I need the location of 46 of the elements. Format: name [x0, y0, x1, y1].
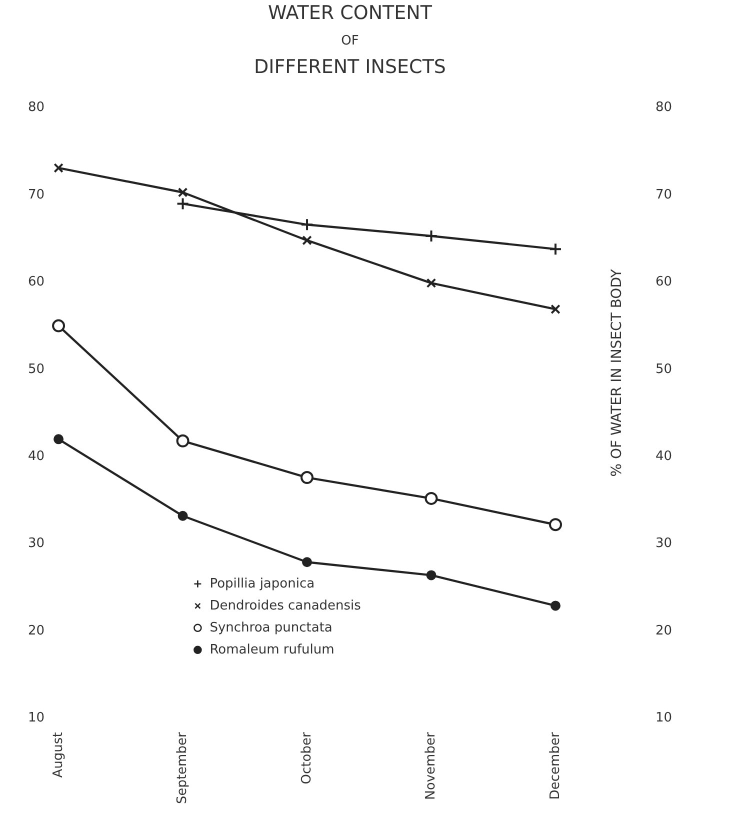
point [550, 304, 560, 314]
point [54, 434, 64, 444]
x-tick-label: August [50, 732, 66, 778]
legend-label: Dendroides canadensis [210, 598, 362, 614]
y-tick-label: 80 [28, 100, 45, 116]
legend-label: Synchroa punctata [210, 620, 332, 636]
y2-tick-label: 50 [656, 362, 672, 377]
y2-tick-label: 70 [656, 187, 672, 202]
point [178, 187, 188, 198]
y2-tick-label: 40 [656, 448, 672, 464]
x-tick-label: September [175, 732, 190, 804]
x-tick-label: December [548, 732, 563, 800]
point [424, 492, 438, 505]
point [54, 163, 64, 173]
point [424, 229, 438, 242]
point [550, 600, 560, 611]
point [302, 557, 312, 568]
point [52, 319, 66, 332]
y-tick-label: 70 [28, 187, 45, 202]
y2-tick-label: 20 [656, 623, 672, 638]
point [549, 518, 562, 532]
point [176, 434, 190, 448]
point [176, 197, 190, 210]
point [426, 278, 436, 288]
y-tick-label: 50 [28, 362, 45, 377]
y-tick-label: 30 [28, 536, 45, 552]
y2-axis-title: % OF WATER IN INSECT BODY [609, 268, 626, 477]
y-tick-label: 60 [28, 274, 45, 290]
y-tick-label: 20 [28, 623, 45, 638]
y2-tick-label: 80 [656, 100, 672, 116]
point [178, 510, 188, 521]
y2-tick-label: 10 [656, 710, 672, 726]
y2-tick-label: 60 [656, 274, 672, 290]
point [302, 235, 312, 246]
legend-label: Popillia japonica [210, 576, 315, 592]
x-tick-label: November [424, 732, 439, 800]
point [300, 471, 314, 484]
point [426, 570, 436, 580]
chart-title: WATER CONTENT OF DIFFERENT INSECTS [254, 2, 446, 78]
legend-label: Romaleum rufulum [210, 642, 334, 658]
point [300, 218, 314, 232]
point [549, 242, 562, 256]
y-tick-label: 10 [28, 710, 45, 726]
y-tick-label: 40 [28, 448, 45, 464]
y2-tick-label: 30 [656, 536, 672, 552]
x-tick-label: October [299, 732, 314, 784]
